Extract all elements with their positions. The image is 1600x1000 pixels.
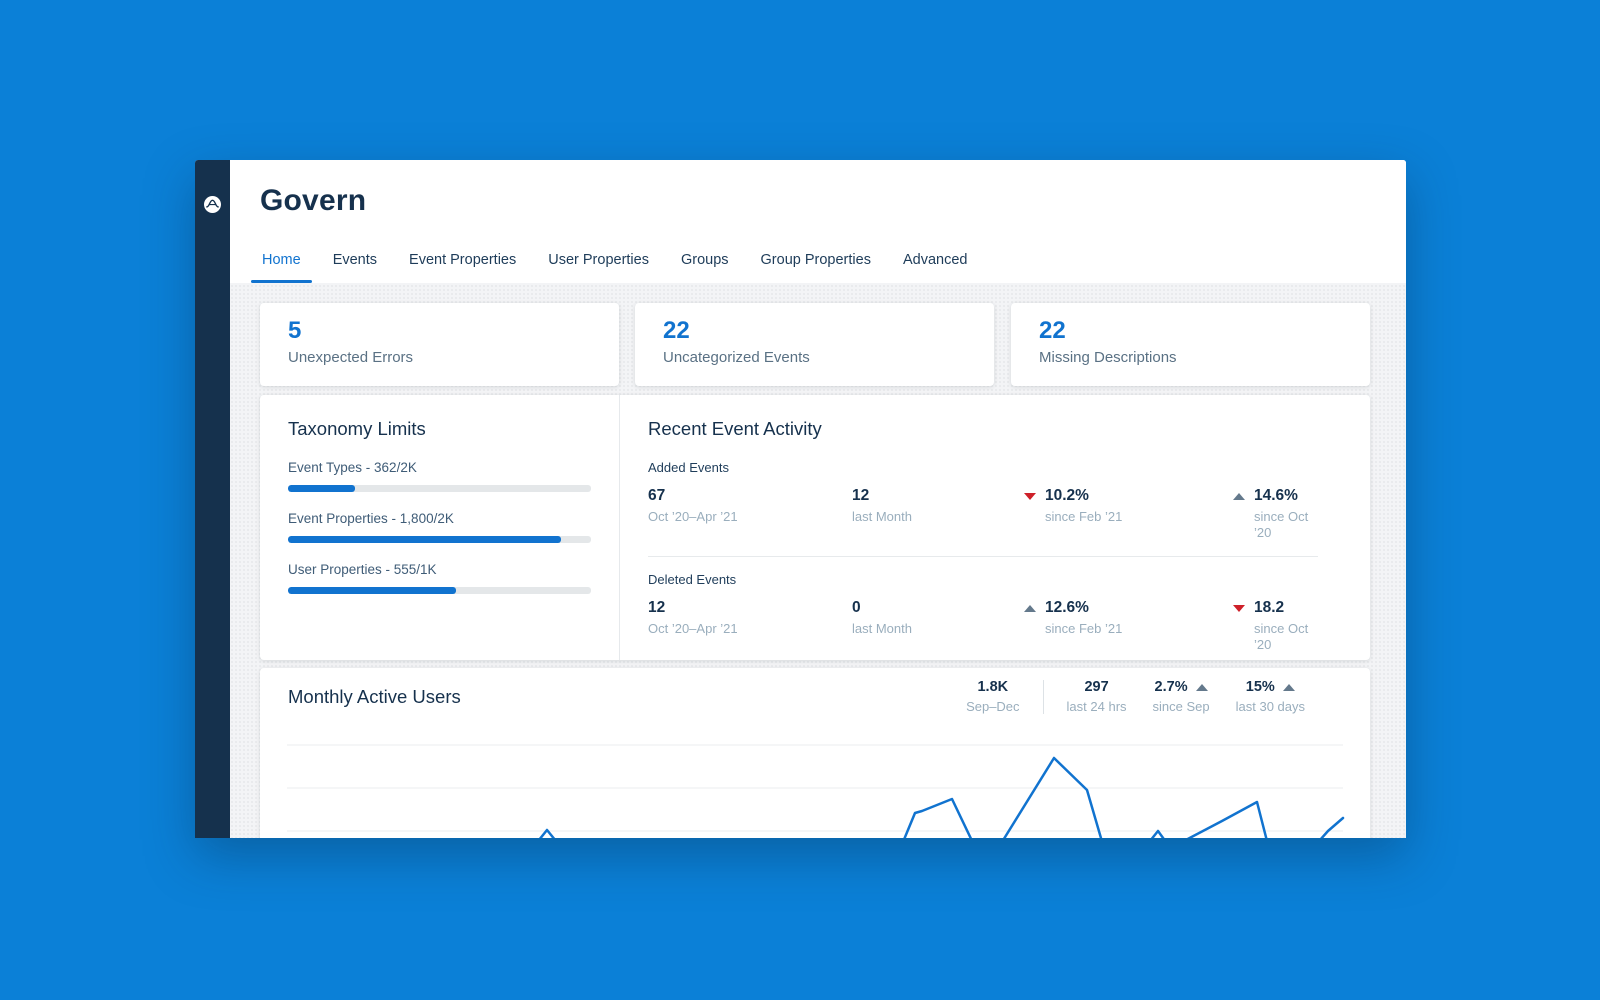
deleted-events-label: Deleted Events (648, 572, 737, 587)
mau-stat-sublabel: last 30 days (1235, 699, 1305, 714)
metric: 12 last Month (852, 486, 1024, 541)
taxonomy-item-label: User Properties - 555/1K (288, 562, 437, 577)
mau-stat-sublabel: since Sep (1152, 699, 1210, 714)
page-title: Govern (260, 184, 367, 217)
taxonomy-item-event-types: Event Types - 362/2K (288, 460, 591, 492)
stat-label: Uncategorized Events (663, 349, 810, 366)
tab-user-properties[interactable]: User Properties (548, 252, 649, 268)
monthly-active-users-card: Monthly Active Users 1.8K Sep–Dec 297 la… (260, 668, 1370, 838)
mau-title: Monthly Active Users (288, 686, 461, 707)
stat-card-unexpected-errors[interactable]: 5 Unexpected Errors (260, 303, 619, 386)
tab-events[interactable]: Events (332, 252, 378, 268)
trend-up-icon (1024, 604, 1036, 612)
metric-sublabel: since Feb ’21 (1045, 509, 1123, 524)
deleted-events-metrics: 12 Oct ’20–Apr ’21 0 last Month 12.6% si… (648, 598, 1318, 653)
metric-value: 14.6% (1254, 487, 1298, 504)
taxonomy-activity-card: Taxonomy Limits Event Types - 362/2K Eve… (260, 395, 1370, 660)
stat-card-missing-descriptions[interactable]: 22 Missing Descriptions (1011, 303, 1370, 386)
progress-fill (288, 485, 355, 492)
metric-sublabel: last Month (852, 621, 912, 636)
taxonomy-item-user-properties: User Properties - 555/1K (288, 562, 591, 594)
amplitude-logo-icon[interactable] (204, 196, 221, 213)
mau-stat: 15% last 30 days (1223, 678, 1318, 715)
app-window: Govern Home Events Event Properties User… (195, 160, 1406, 838)
progress-fill (288, 587, 457, 594)
trend-up-icon (1233, 492, 1245, 500)
recent-activity-title: Recent Event Activity (648, 418, 822, 439)
metric-value: 18.2 (1254, 599, 1285, 616)
mau-stat-value: 2.7% (1154, 679, 1188, 695)
metric-value: 0 (852, 599, 861, 616)
stat-value: 22 (663, 317, 690, 344)
metric-value: 12 (648, 599, 666, 616)
trend-up-icon (1195, 683, 1208, 691)
stat-label: Unexpected Errors (288, 349, 414, 366)
recent-event-activity-section: Recent Event Activity Added Events 67 Oc… (634, 395, 1370, 653)
metric-sublabel: last Month (852, 509, 912, 524)
metric-value: 67 (648, 487, 666, 504)
metric-value: 12.6% (1045, 599, 1089, 616)
taxonomy-item-event-properties: Event Properties - 1,800/2K (288, 511, 591, 543)
metric: 12 Oct ’20–Apr ’21 (648, 598, 852, 653)
vertical-divider (1042, 679, 1044, 714)
taxonomy-item-label: Event Types - 362/2K (288, 460, 417, 475)
metric: 14.6% since Oct ’20 (1233, 486, 1318, 541)
tab-advanced[interactable]: Advanced (902, 252, 968, 268)
trend-up-icon (1282, 683, 1295, 691)
app-sidebar (195, 160, 230, 838)
taxonomy-limits-title: Taxonomy Limits (288, 418, 426, 439)
mau-stat-value: 1.8K (977, 679, 1009, 695)
mau-line-chart (287, 744, 1345, 838)
progress-track (288, 536, 591, 543)
metric-sublabel: since Oct ’20 (1254, 621, 1309, 652)
metric-value: 12 (852, 487, 870, 504)
stat-card-uncategorized-events[interactable]: 22 Uncategorized Events (635, 303, 994, 386)
trend-down-icon (1024, 492, 1036, 500)
stat-value: 5 (288, 317, 302, 344)
added-events-metrics: 67 Oct ’20–Apr ’21 12 last Month 10.2% s… (648, 486, 1318, 541)
metric: 12.6% since Feb ’21 (1024, 598, 1233, 653)
progress-track (288, 485, 591, 492)
tab-group-properties[interactable]: Group Properties (760, 252, 871, 268)
tab-groups[interactable]: Groups (680, 252, 729, 268)
metric: 18.2 since Oct ’20 (1233, 598, 1318, 653)
mau-stat: 2.7% since Sep (1140, 678, 1223, 715)
tab-home[interactable]: Home (246, 252, 317, 283)
page-header: Govern Home Events Event Properties User… (230, 160, 1406, 283)
taxonomy-item-label: Event Properties - 1,800/2K (288, 511, 454, 526)
mau-stat-value: 297 (1084, 679, 1109, 695)
metric-sublabel: since Oct ’20 (1254, 509, 1309, 540)
mau-stat-sublabel: Sep–Dec (966, 699, 1020, 714)
tab-bar: Home Events Event Properties User Proper… (246, 252, 983, 283)
metric-sublabel: Oct ’20–Apr ’21 (648, 509, 738, 524)
metric: 10.2% since Feb ’21 (1024, 486, 1233, 541)
taxonomy-limits-section: Taxonomy Limits Event Types - 362/2K Eve… (260, 395, 620, 660)
mau-stat: 1.8K Sep–Dec (953, 678, 1032, 715)
stat-value: 22 (1039, 317, 1066, 344)
trend-down-icon (1233, 604, 1245, 612)
tab-event-properties[interactable]: Event Properties (409, 252, 517, 268)
mau-stat: 297 last 24 hrs (1054, 678, 1140, 715)
progress-track (288, 587, 591, 594)
section-divider (648, 556, 1318, 557)
main-content: Govern Home Events Event Properties User… (230, 160, 1406, 838)
metric: 0 last Month (852, 598, 1024, 653)
metric: 67 Oct ’20–Apr ’21 (648, 486, 852, 541)
mau-stat-value: 15% (1245, 679, 1275, 695)
progress-fill (288, 536, 561, 543)
added-events-label: Added Events (648, 460, 729, 475)
metric-sublabel: Oct ’20–Apr ’21 (648, 621, 738, 636)
metric-value: 10.2% (1045, 487, 1089, 504)
metric-sublabel: since Feb ’21 (1045, 621, 1123, 636)
mau-stat-sublabel: last 24 hrs (1066, 699, 1127, 714)
stat-label: Missing Descriptions (1039, 349, 1177, 366)
mau-stats-row: 1.8K Sep–Dec 297 last 24 hrs 2.7% since … (953, 678, 1318, 715)
